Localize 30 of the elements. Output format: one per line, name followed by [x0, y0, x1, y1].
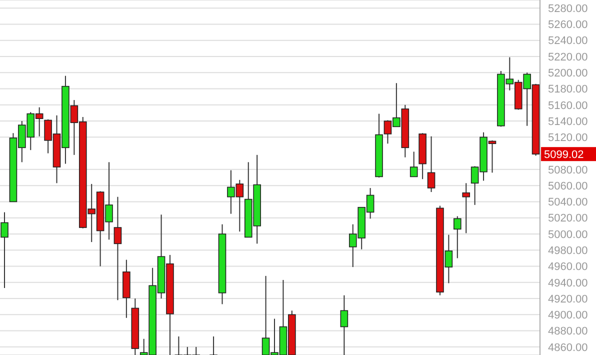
y-tick-label: 4880.00: [548, 326, 588, 338]
candlestick: [210, 336, 218, 355]
y-tick-label: 4860.00: [548, 342, 588, 354]
y-tick-label: 4960.00: [548, 261, 588, 274]
candlestick: [114, 196, 122, 301]
candlestick: [454, 216, 462, 259]
candlestick: [462, 182, 470, 234]
y-tick-label: 5260.00: [548, 19, 588, 32]
candlestick: [0, 212, 8, 289]
y-tick-label: 5240.00: [548, 35, 588, 48]
text: 5099.02: [544, 149, 584, 162]
y-tick-label: 5120.00: [548, 132, 588, 144]
y-tick-label: 4940.00: [548, 277, 588, 290]
y-tick-label: 4920.00: [548, 293, 588, 306]
y-tick-label: 5060.00: [548, 180, 588, 192]
y-tick-label: 5160.00: [548, 100, 588, 112]
y-tick-label: 5080.00: [548, 164, 588, 176]
y-tick-label: 5000.00: [548, 228, 588, 241]
y-tick-label: 5020.00: [548, 212, 588, 225]
y-tick-label: 5200.00: [548, 68, 588, 80]
candlestick: [410, 151, 418, 178]
y-tick-label: 5140.00: [548, 116, 588, 128]
y-tick-label: 5180.00: [548, 84, 588, 96]
candlestick: [427, 136, 436, 193]
y-tick-label: 5040.00: [548, 196, 588, 209]
y-tick-label: 4980.00: [548, 245, 588, 258]
y-tick-label: 5220.00: [548, 51, 588, 64]
candlestick: [340, 294, 348, 355]
y-tick-label: 5280.00: [548, 2, 588, 15]
y-tick-label: 4900.00: [548, 310, 588, 322]
